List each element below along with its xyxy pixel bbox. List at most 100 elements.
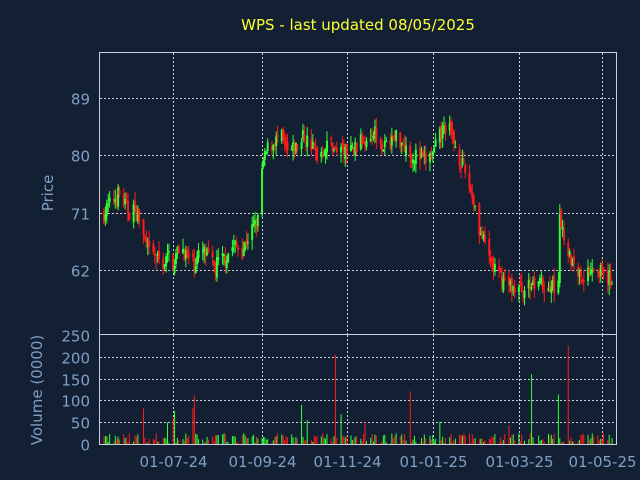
date-tick-label: 01-11-24 (313, 453, 381, 471)
candle-body (167, 251, 170, 253)
candle-body (201, 250, 204, 252)
candle-body (479, 232, 482, 236)
candle-body (105, 203, 108, 217)
candle-body (244, 242, 247, 250)
candle-body (126, 201, 129, 213)
candle-body (500, 274, 503, 287)
candle-body (293, 144, 296, 155)
candle-body (419, 147, 422, 161)
candle-body (454, 146, 457, 148)
candle-body (276, 134, 279, 138)
candle-body (365, 140, 368, 148)
price-axis-ticks: 62 71 80 89 (71, 91, 90, 281)
candle-body (403, 144, 406, 152)
candle-body (369, 138, 372, 141)
candle-body (563, 229, 566, 241)
candle-body (517, 287, 520, 293)
candle-body (581, 279, 584, 283)
candle-body (451, 129, 454, 135)
candle-body (385, 140, 388, 143)
candle-body (519, 283, 522, 285)
volume-tick-label: 100 (61, 393, 90, 411)
candle-body (527, 280, 530, 289)
candle-body (441, 125, 444, 139)
candle-body (361, 134, 364, 145)
candle-body (390, 136, 393, 146)
candle-body (186, 249, 189, 255)
candle-body (246, 242, 249, 244)
candle-body (118, 190, 121, 195)
candle-body (359, 134, 362, 150)
volume-bars (103, 345, 613, 444)
candle-body (481, 230, 484, 239)
candle-body (421, 151, 424, 157)
candle-body (263, 151, 266, 160)
candle-body (142, 219, 145, 235)
candle-body (491, 257, 494, 264)
candle-body (221, 253, 224, 256)
price-axis-label: Price (39, 175, 57, 212)
candle-body (252, 224, 255, 226)
candle-body (448, 123, 451, 131)
candle-body (561, 226, 564, 230)
volume-tick-label: 50 (71, 415, 90, 433)
candle-body (296, 144, 299, 150)
candle-body (543, 291, 546, 293)
candle-body (145, 237, 148, 244)
candle-body (227, 253, 230, 263)
candle-body (488, 239, 491, 256)
candle-body (452, 131, 455, 144)
candle-body (184, 250, 187, 259)
candle-body (572, 256, 575, 265)
candle-body (231, 247, 234, 252)
candle-body (138, 209, 141, 223)
candle-body (599, 265, 602, 276)
candle-body (468, 172, 471, 188)
price-tick-label: 89 (71, 91, 90, 109)
candle-body (146, 244, 149, 247)
candle-body (484, 236, 486, 243)
candle-body (253, 220, 256, 225)
candle-body (400, 142, 403, 146)
candle-body (509, 280, 512, 286)
candle-body (440, 125, 443, 138)
candle-body (122, 194, 125, 206)
candle-body (364, 142, 367, 145)
price-tick-label: 62 (71, 263, 90, 281)
candle-body (587, 267, 590, 282)
candle-body (292, 142, 295, 151)
candle-body (560, 210, 563, 229)
candle-body (108, 197, 111, 202)
candle-body (482, 234, 485, 240)
candle-body (409, 145, 412, 158)
candle-body (134, 201, 137, 204)
candle-body (107, 203, 110, 205)
candle-body (373, 126, 376, 135)
candle-body (204, 250, 207, 257)
candle-body (206, 248, 209, 255)
candle-body (541, 277, 544, 290)
candle-body (609, 272, 612, 286)
candle-body (596, 272, 599, 274)
candle-body (300, 142, 303, 150)
candle-body (334, 147, 337, 149)
candle-body (582, 279, 585, 283)
candle-body (383, 141, 386, 148)
candle-body (193, 257, 196, 271)
candle-body (290, 149, 293, 151)
candle-body (143, 236, 146, 240)
candle-body (395, 130, 398, 141)
candle-body (162, 258, 165, 270)
candle-body (371, 135, 374, 138)
candle-body (135, 205, 138, 222)
candle-body (568, 251, 571, 256)
candle-body (237, 247, 240, 251)
candle-body (351, 146, 354, 149)
candle-body (498, 266, 501, 270)
candle-body (203, 247, 206, 254)
candle-body (507, 276, 510, 285)
candle-body (474, 206, 477, 208)
candle-body (128, 213, 131, 220)
candle-body (410, 159, 413, 163)
